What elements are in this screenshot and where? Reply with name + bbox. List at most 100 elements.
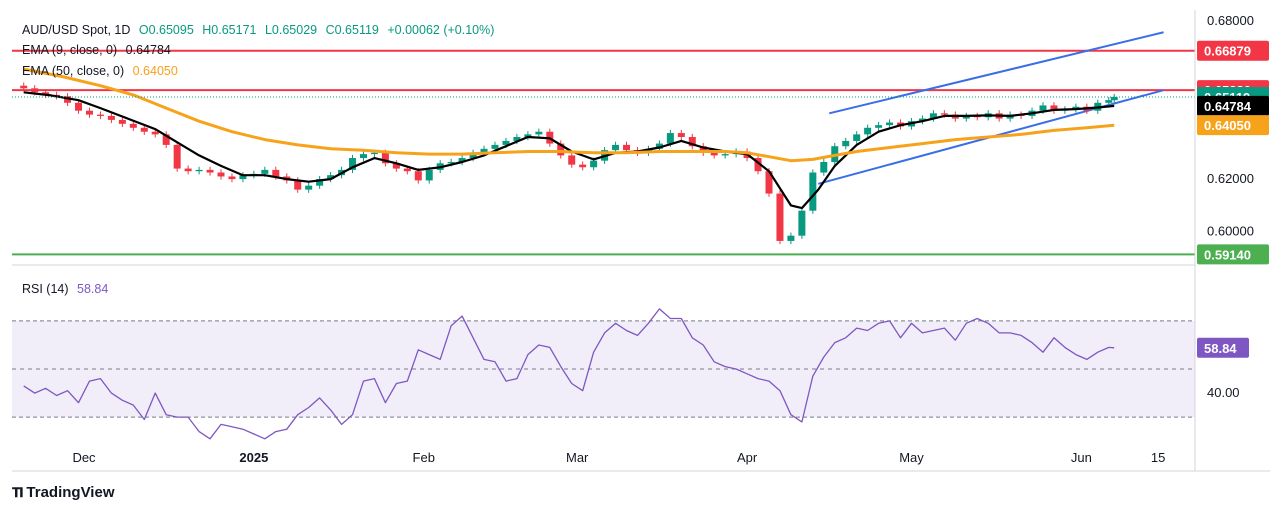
candle-body (820, 162, 828, 173)
candle (688, 133, 696, 150)
candle-body (710, 152, 718, 156)
candle-body (809, 172, 817, 211)
candle (359, 150, 367, 162)
price-tag-box (1197, 244, 1269, 265)
price-tick-label-2: 0.60000 (1207, 224, 1254, 239)
candle-body (853, 134, 861, 141)
candle-body (688, 137, 696, 147)
candle-body (1050, 105, 1058, 111)
candle (809, 169, 817, 214)
candle-body (85, 110, 93, 115)
time-tick-label-3: Mar (566, 450, 589, 465)
candle-body (42, 92, 50, 95)
candle-body (458, 158, 466, 162)
time-tick-label-2: Feb (413, 450, 435, 465)
candle-body (842, 140, 850, 147)
candle-body (140, 127, 148, 132)
candle (239, 172, 247, 183)
price-tick-label-1: 0.62000 (1207, 171, 1254, 186)
candle-body (261, 169, 269, 174)
candle-body (206, 169, 214, 173)
candle (1105, 97, 1113, 106)
rsi-price-tag-box (1197, 337, 1249, 358)
candle (918, 115, 926, 125)
candle-body (118, 119, 126, 124)
price-tag-0: 0.66879 (1197, 40, 1269, 61)
candle-body (535, 131, 543, 135)
candle-body (370, 152, 378, 155)
candle (118, 116, 126, 127)
candle-body (502, 140, 510, 145)
ema50-value: 0.64050 (132, 64, 178, 78)
candle (162, 131, 170, 149)
ohlc-change: +0.00062 (+0.10%) (387, 23, 495, 37)
candle (875, 122, 883, 131)
candle-body (447, 162, 455, 164)
candle (798, 207, 806, 239)
candle-body (918, 118, 926, 122)
candle-body (677, 133, 685, 137)
candle (820, 158, 828, 176)
time-tick-label-1: 2025 (239, 450, 268, 465)
candle (535, 128, 543, 138)
candle (107, 112, 115, 124)
price-tick-label-0: 0.68000 (1207, 13, 1254, 28)
candle-body (316, 179, 324, 186)
candle-body (403, 168, 411, 172)
candle-body (184, 168, 192, 172)
candle-body (557, 143, 565, 156)
candle (195, 166, 203, 175)
candle-body (798, 210, 806, 236)
candle-body (20, 85, 28, 89)
candle-body (327, 175, 335, 180)
candle (129, 120, 137, 131)
candle (184, 165, 192, 175)
candle-body (590, 160, 598, 168)
channel-upper-line (829, 31, 1164, 115)
candle-body (579, 164, 587, 168)
candle-body (151, 131, 159, 135)
candle (316, 175, 324, 189)
candle-body (392, 163, 400, 169)
candle (206, 166, 214, 176)
candle-body (272, 169, 280, 177)
ema50-label: EMA (50, close, 0) (22, 64, 125, 78)
candle (458, 154, 466, 166)
time-axis: Dec 2025 Feb Mar Apr May Jun 15 (72, 450, 1165, 465)
candle (349, 154, 357, 174)
candle-body (162, 134, 170, 145)
candle (96, 111, 104, 120)
candle (85, 107, 93, 118)
candle (1110, 93, 1118, 104)
ema9-label: EMA (9, close, 0) (22, 43, 118, 57)
candle-body (31, 88, 39, 93)
candle-body (776, 193, 784, 241)
candle (853, 131, 861, 145)
price-tag-box (1197, 40, 1269, 61)
price-tag-label: 0.66879 (1204, 44, 1251, 59)
candle-body (754, 158, 762, 172)
ohlc-high: H0.65171 (202, 23, 257, 37)
ema9-legend: EMA (9, close, 0) 0.64784 (22, 43, 176, 57)
candle (140, 124, 148, 135)
candle-body (173, 144, 181, 169)
candle (524, 131, 532, 141)
rsi-label: RSI (14) (22, 282, 69, 296)
candle (886, 119, 894, 129)
tradingview-brand[interactable]: 𝐓𝐈 TradingView (12, 484, 115, 501)
price-tag-box (1197, 95, 1269, 116)
candle (787, 232, 795, 245)
candle (568, 152, 576, 168)
ema50-legend: EMA (50, close, 0) 0.64050 (22, 64, 183, 78)
ema9-value: 0.64784 (125, 43, 171, 57)
rsi-price-tag: 58.84 (1197, 337, 1249, 358)
candle-body (875, 125, 883, 128)
price-tag-label: 0.59140 (1204, 247, 1251, 262)
candle-body (1039, 105, 1047, 111)
candle-body (359, 154, 367, 159)
candle (677, 129, 685, 141)
candle-body (64, 96, 72, 103)
candle (754, 154, 762, 175)
ema9-line (23, 91, 1115, 210)
